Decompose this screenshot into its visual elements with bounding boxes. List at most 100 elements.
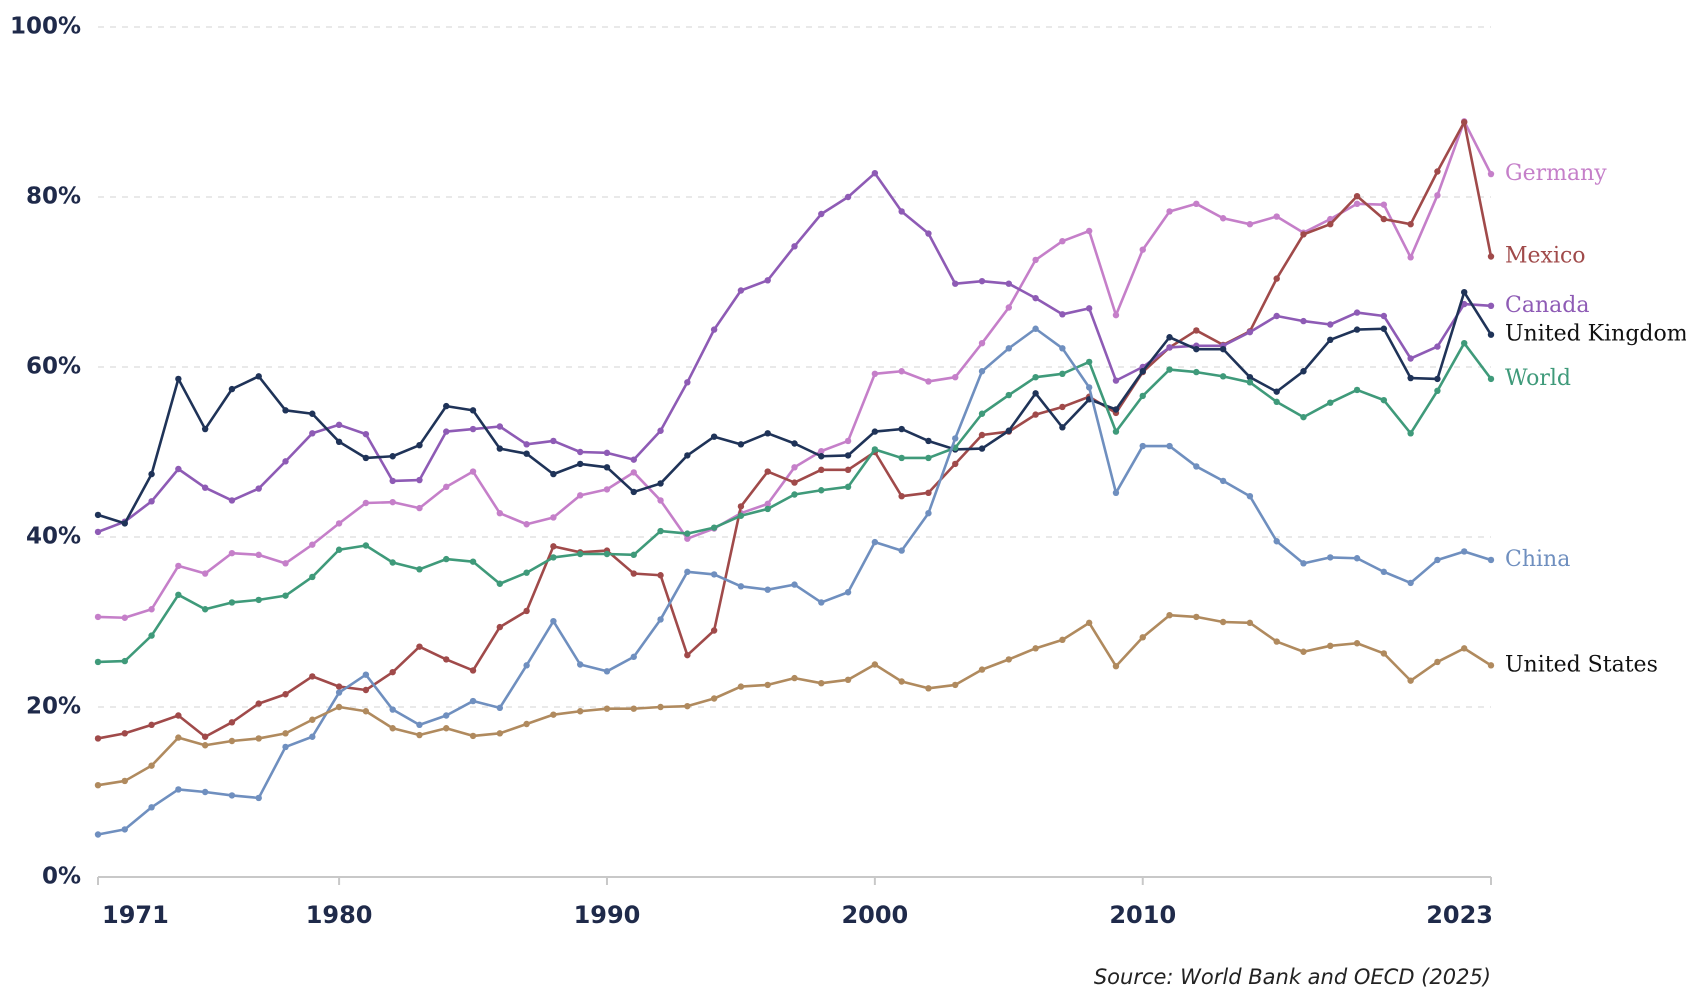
data-point bbox=[684, 702, 691, 710]
y-tick-label: 60% bbox=[26, 354, 81, 380]
data-point bbox=[1166, 612, 1173, 619]
data-point bbox=[443, 712, 450, 719]
data-point bbox=[1005, 345, 1013, 352]
data-point bbox=[952, 374, 959, 381]
x-tick-label: 1971 bbox=[102, 901, 169, 929]
data-point bbox=[1487, 253, 1495, 260]
data-point bbox=[416, 721, 423, 729]
data-point bbox=[1219, 477, 1227, 485]
data-point bbox=[737, 503, 745, 510]
data-point bbox=[710, 524, 718, 531]
data-point bbox=[898, 208, 905, 215]
data-point bbox=[362, 430, 370, 438]
data-point bbox=[309, 541, 316, 548]
data-point bbox=[309, 733, 316, 740]
series-group: United Kingdom bbox=[94, 289, 1686, 527]
data-point bbox=[1487, 331, 1495, 338]
data-point bbox=[1461, 645, 1468, 652]
data-point bbox=[228, 497, 236, 504]
data-point bbox=[1193, 613, 1200, 621]
data-point bbox=[201, 570, 209, 577]
data-point bbox=[791, 491, 798, 498]
data-point bbox=[1353, 555, 1361, 562]
data-point bbox=[309, 673, 316, 680]
data-point bbox=[1273, 638, 1280, 645]
data-point bbox=[496, 423, 504, 430]
data-point bbox=[1487, 662, 1495, 669]
series-group: Mexico bbox=[94, 119, 1586, 742]
data-point bbox=[523, 450, 530, 457]
data-point bbox=[1219, 618, 1227, 626]
data-point bbox=[1327, 321, 1334, 328]
data-point bbox=[1380, 201, 1388, 208]
data-point bbox=[710, 433, 718, 440]
data-point bbox=[764, 277, 771, 284]
data-point bbox=[925, 685, 932, 692]
data-point bbox=[657, 427, 664, 434]
data-point bbox=[362, 454, 370, 462]
data-point bbox=[1434, 556, 1441, 564]
data-point bbox=[871, 428, 879, 435]
data-point bbox=[925, 489, 932, 496]
data-point bbox=[630, 488, 637, 496]
data-point bbox=[1085, 358, 1093, 366]
data-point bbox=[121, 730, 128, 737]
data-point bbox=[469, 468, 477, 475]
series-label: Mexico bbox=[1505, 244, 1586, 269]
data-point bbox=[469, 667, 477, 674]
data-point bbox=[1166, 208, 1173, 215]
data-point bbox=[1273, 275, 1280, 282]
data-point bbox=[1059, 424, 1066, 431]
data-point bbox=[496, 623, 504, 631]
data-point bbox=[952, 280, 959, 287]
data-point bbox=[523, 607, 530, 615]
source-note: Source: World Bank and OECD (2025) bbox=[1094, 965, 1491, 989]
data-point bbox=[818, 680, 825, 687]
data-point bbox=[1193, 463, 1200, 470]
data-point bbox=[255, 735, 262, 742]
data-point bbox=[925, 454, 932, 462]
data-point bbox=[550, 514, 557, 521]
data-point bbox=[978, 277, 986, 285]
data-point bbox=[1407, 221, 1414, 228]
data-point bbox=[737, 441, 745, 448]
data-point bbox=[175, 712, 182, 719]
data-point bbox=[1139, 392, 1146, 400]
data-point bbox=[523, 662, 530, 669]
data-point bbox=[309, 430, 316, 437]
data-point bbox=[1193, 327, 1200, 334]
data-point bbox=[1273, 538, 1280, 545]
data-point bbox=[255, 596, 262, 604]
data-point bbox=[443, 483, 450, 491]
data-point bbox=[228, 385, 236, 393]
data-point bbox=[1059, 311, 1066, 318]
series-group: Canada bbox=[94, 170, 1589, 536]
data-point bbox=[362, 708, 370, 715]
data-point bbox=[1434, 192, 1441, 199]
data-point bbox=[576, 448, 584, 456]
data-point bbox=[818, 599, 825, 606]
data-point bbox=[175, 734, 182, 741]
data-point bbox=[1353, 640, 1361, 647]
data-point bbox=[1434, 375, 1441, 383]
data-point bbox=[1300, 317, 1307, 325]
data-point bbox=[389, 477, 396, 485]
data-point bbox=[925, 378, 932, 385]
data-point bbox=[1380, 568, 1388, 576]
data-point bbox=[496, 445, 504, 452]
data-point bbox=[1300, 648, 1307, 655]
data-point bbox=[228, 549, 236, 557]
data-point bbox=[148, 804, 155, 811]
data-point bbox=[818, 210, 825, 218]
series-line bbox=[97, 341, 1493, 664]
data-point bbox=[550, 543, 557, 550]
data-point bbox=[871, 661, 879, 668]
data-point bbox=[871, 446, 879, 453]
data-point bbox=[603, 486, 611, 493]
data-point bbox=[630, 570, 637, 577]
series-label: Canada bbox=[1505, 293, 1589, 318]
data-point bbox=[1166, 344, 1173, 351]
series-line bbox=[97, 120, 1493, 740]
series-line bbox=[97, 171, 1492, 534]
data-point bbox=[1300, 560, 1307, 567]
